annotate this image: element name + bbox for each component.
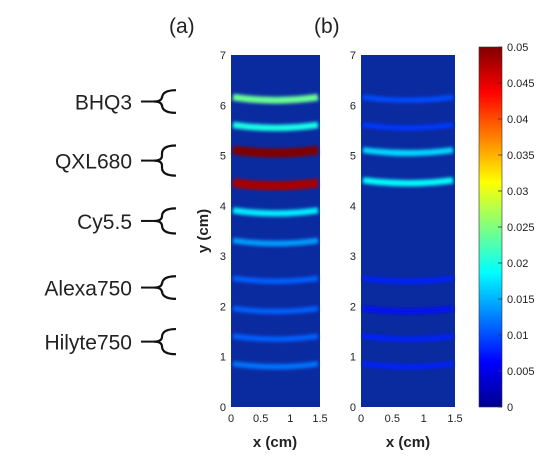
x-tick-label-b-3: 1.5 <box>447 413 462 425</box>
colorbar-tick-label-1: 0.045 <box>507 78 535 90</box>
stripe-a-3 <box>232 275 319 284</box>
y-tick-label-b-1: 1 <box>350 352 356 364</box>
colorbar-tick-label-7: 0.015 <box>507 294 535 306</box>
stripe-b-5 <box>362 147 454 157</box>
stripe-a-2 <box>232 305 319 315</box>
colorbar-tick-label-4: 0.03 <box>507 186 528 198</box>
dye-label-4: Hilyte750 <box>44 332 132 355</box>
x-tick-label-a-0: 0 <box>228 413 234 425</box>
y-tick-label-a-2: 2 <box>220 301 226 313</box>
stripe-a-9 <box>232 93 319 104</box>
y-tick-label-a-5: 5 <box>220 151 226 163</box>
stripe-a-8 <box>232 121 319 132</box>
y-tick-label-a-7: 7 <box>220 50 226 62</box>
stripe-b-1 <box>362 333 454 342</box>
brace-0 <box>153 89 177 114</box>
dye-label-2: Cy5.5 <box>77 211 132 234</box>
stripe-b-3 <box>362 275 454 284</box>
colorbar-tick-label-9: 0.005 <box>507 366 535 378</box>
y-ticks-b: 0 1 2 3 4 5 6 7 <box>350 50 356 414</box>
colorbar-tick-label-5: 0.025 <box>507 222 535 234</box>
x-tick-label-b-0: 0 <box>358 413 364 425</box>
x-axis-label-b: x (cm) <box>386 434 430 451</box>
y-tick-label-a-3: 3 <box>220 251 226 263</box>
stripe-b-7 <box>362 94 454 103</box>
y-ticks-a: 0 1 2 3 4 5 6 7 <box>220 50 226 414</box>
dye-label-1: QXL680 <box>55 151 132 174</box>
plot-area-b <box>361 55 455 407</box>
x-tick-label-b-2: 1 <box>421 413 427 425</box>
y-tick-label-a-0: 0 <box>220 402 226 414</box>
brace-4 <box>153 327 177 356</box>
y-tick-label-b-4: 4 <box>350 201 356 213</box>
y-tick-label-b-2: 2 <box>350 301 356 313</box>
stripe-a-5 <box>232 207 319 217</box>
dye-label-3: Alexa750 <box>44 278 132 301</box>
stripe-a-6 <box>232 178 319 191</box>
dye-label-0: BHQ3 <box>75 92 132 115</box>
x-tick-label-a-1: 0.5 <box>253 413 268 425</box>
x-axis-label-a: x (cm) <box>253 434 297 451</box>
colorbar-tick-label-0: 0.05 <box>507 42 528 54</box>
y-tick-label-b-6: 6 <box>350 100 356 112</box>
brace-2 <box>153 207 177 235</box>
x-tick-label-b-1: 0.5 <box>385 413 400 425</box>
brace-3 <box>153 275 177 300</box>
colorbar-tick-label-2: 0.04 <box>507 114 528 126</box>
colorbar-ticks: 0.05 0.045 0.04 0.035 0.03 0.025 0.02 0.015 0.01… <box>498 42 535 414</box>
heatmap-panel-b: 0 1 2 3 4 5 6 7 0 0.5 1 1.5 x (cm) <box>350 50 463 451</box>
brace-1 <box>153 144 177 177</box>
plot-area-a <box>231 55 320 407</box>
y-tick-label-a-4: 4 <box>220 201 226 213</box>
heatmap-panel-a: 0 1 2 3 4 5 6 7 0 0.5 1 1.5 y (cm) x (cm) <box>195 50 328 451</box>
y-tick-label-b-3: 3 <box>350 251 356 263</box>
y-tick-label-a-1: 1 <box>220 352 226 364</box>
y-tick-label-a-6: 6 <box>220 100 226 112</box>
colorbar-tick-label-6: 0.02 <box>507 258 528 270</box>
stripes-b <box>362 94 454 370</box>
stripes-a <box>232 93 319 370</box>
panel-a-label: (a) <box>169 15 195 38</box>
stripe-b-6 <box>362 122 454 131</box>
panel-b-label: (b) <box>314 15 340 38</box>
stripe-a-0 <box>232 361 319 370</box>
stripe-b-2 <box>362 306 454 314</box>
stripe-a-1 <box>232 333 319 342</box>
y-tick-label-b-5: 5 <box>350 151 356 163</box>
colorbar-tick-label-10: 0 <box>507 402 513 414</box>
y-tick-label-b-0: 0 <box>350 402 356 414</box>
x-tick-label-a-2: 1 <box>287 413 293 425</box>
colorbar-tick-label-8: 0.01 <box>507 330 528 342</box>
x-ticks-b: 0 0.5 1 1.5 <box>358 413 463 425</box>
dye-groups: BHQ3 QXL680 Cy5.5 Alexa750 Hilyte750 <box>44 89 177 356</box>
colorbar: 0.05 0.045 0.04 0.035 0.03 0.025 0.02 0.015 0.01… <box>478 42 535 414</box>
stripe-b-4 <box>362 177 454 187</box>
x-tick-label-a-3: 1.5 <box>312 413 327 425</box>
x-ticks-a: 0 0.5 1 1.5 <box>228 413 328 425</box>
y-axis-label: y (cm) <box>195 209 212 253</box>
stripe-a-7 <box>232 145 319 158</box>
stripe-b-0 <box>362 361 454 370</box>
colorbar-tick-label-3: 0.035 <box>507 150 535 162</box>
stripe-a-4 <box>232 237 319 247</box>
y-tick-label-b-7: 7 <box>350 50 356 62</box>
